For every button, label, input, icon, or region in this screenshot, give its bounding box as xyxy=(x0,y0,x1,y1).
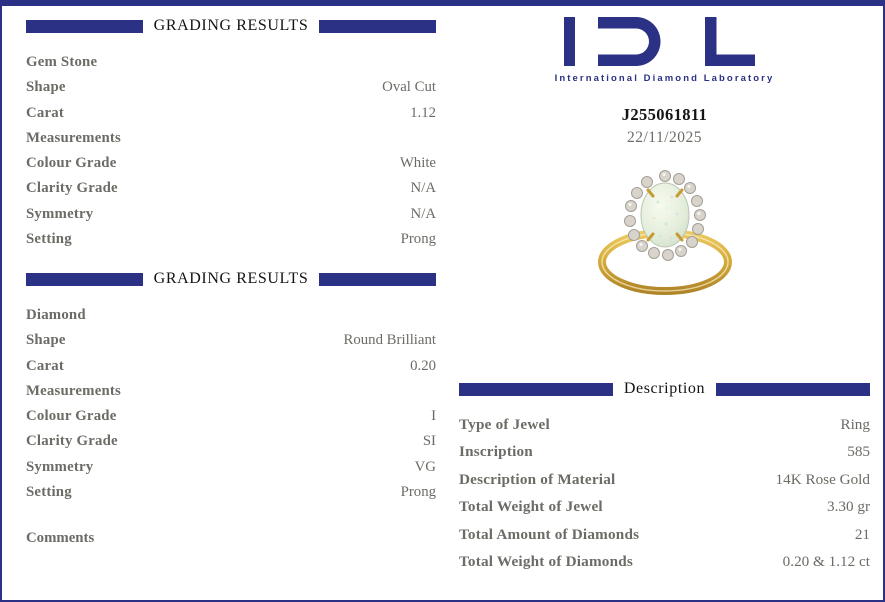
ring-image-icon xyxy=(597,170,732,295)
row-label: Symmetry xyxy=(26,458,94,475)
row-label: Gem Stone xyxy=(26,54,98,70)
comments-label: Comments xyxy=(26,530,95,546)
header-bar-left xyxy=(459,382,613,396)
row-label: Symmetry xyxy=(26,205,94,222)
row-label: Total Amount of Diamonds xyxy=(459,525,640,543)
row-label: Measurements xyxy=(26,382,121,399)
row-value: N/A xyxy=(410,180,436,197)
table-row: Carat 0.20 xyxy=(26,358,436,383)
certificate-date: 22/11/2025 xyxy=(626,129,703,146)
gemstone-grading-table: Gem Stone Shape Oval Cut Carat 1.12 Measur… xyxy=(26,54,436,256)
row-value: White xyxy=(399,155,436,172)
table-row: Setting Prong xyxy=(26,231,436,256)
table-row: Symmetry N/A xyxy=(26,206,436,231)
ring-photo xyxy=(459,152,870,307)
row-label: Shape xyxy=(26,332,66,349)
row-value: I xyxy=(431,408,436,425)
row-label: Shape xyxy=(26,79,66,96)
table-row: Carat 1.12 xyxy=(26,105,436,130)
header-bar-right xyxy=(319,19,436,33)
row-label: Colour Grade xyxy=(26,408,117,425)
diamond-section-header: GRADING RESULTS xyxy=(26,270,436,288)
row-value: Prong xyxy=(400,231,436,248)
description-section-title: Description xyxy=(623,380,706,397)
description-section-header: Description xyxy=(459,380,870,398)
table-row: Colour Grade White xyxy=(26,155,436,180)
row-value: Ring xyxy=(840,416,870,433)
row-label: Carat xyxy=(26,104,64,121)
table-row: Total Weight of Diamonds 0.20 & 1.12 ct xyxy=(459,553,870,580)
row-value: 0.20 & 1.12 ct xyxy=(782,552,870,570)
logo-tagline: International Diamond Laboratory xyxy=(554,73,775,84)
table-row: Clarity Grade N/A xyxy=(26,180,436,205)
table-row: Measurements xyxy=(26,383,436,408)
diamond-grading-table: Diamond Shape Round Brilliant Carat 0.20 M… xyxy=(26,307,436,509)
gemstone-section-title: GRADING RESULTS xyxy=(153,17,309,34)
table-row: Total Amount of Diamonds 21 xyxy=(459,526,870,553)
table-row: Total Weight of Jewel 3.30 gr xyxy=(459,498,870,525)
row-label: Measurements xyxy=(26,129,121,146)
header-bar-right xyxy=(716,382,870,396)
row-value: 585 xyxy=(847,443,870,461)
row-label: Description of Material xyxy=(459,470,616,488)
header-bar-left xyxy=(26,19,143,33)
row-label: Total Weight of Jewel xyxy=(459,498,603,516)
table-row: Colour Grade I xyxy=(26,408,436,433)
diamond-section-title: GRADING RESULTS xyxy=(153,270,309,287)
row-value: VG xyxy=(414,458,436,475)
description-table: Type of Jewel Ring Inscription 585 Descrip… xyxy=(459,416,870,580)
table-row: Diamond xyxy=(26,307,436,332)
row-label: Clarity Grade xyxy=(26,433,118,450)
row-label: Carat xyxy=(26,357,64,374)
row-label: Clarity Grade xyxy=(26,180,118,197)
table-row: Gem Stone xyxy=(26,54,436,79)
row-value: N/A xyxy=(410,205,436,222)
row-value: SI xyxy=(422,433,436,450)
row-value: 21 xyxy=(854,525,870,543)
idl-logo-icon xyxy=(563,17,755,66)
row-label: Setting xyxy=(26,231,72,248)
header-bar-left xyxy=(26,272,143,286)
row-value: 0.20 xyxy=(410,357,436,374)
table-row: Shape Oval Cut xyxy=(26,79,436,104)
gemstone-section-header: GRADING RESULTS xyxy=(26,17,436,35)
table-row: Inscription 585 xyxy=(459,443,870,470)
row-value: 1.12 xyxy=(410,104,436,121)
row-value: Round Brilliant xyxy=(343,332,436,349)
row-label: Colour Grade xyxy=(26,155,117,172)
row-label: Setting xyxy=(26,484,72,501)
row-value: 3.30 gr xyxy=(826,498,870,516)
row-label: Inscription xyxy=(459,443,533,461)
header-bar-right xyxy=(319,272,436,286)
row-label: Type of Jewel xyxy=(459,416,550,433)
certificate-number: J255061811 xyxy=(621,105,708,124)
row-value: 14K Rose Gold xyxy=(775,470,871,488)
table-row: Clarity Grade SI xyxy=(26,433,436,458)
row-label: Total Weight of Diamonds xyxy=(459,552,634,570)
idl-logo xyxy=(459,17,870,71)
row-label: Diamond xyxy=(26,307,86,323)
table-row: Type of Jewel Ring xyxy=(459,416,870,443)
table-row: Shape Round Brilliant xyxy=(26,332,436,357)
table-row: Setting Prong xyxy=(26,484,436,509)
table-row: Symmetry VG xyxy=(26,459,436,484)
table-row: Description of Material 14K Rose Gold xyxy=(459,471,870,498)
row-value: Oval Cut xyxy=(382,79,436,96)
row-value: Prong xyxy=(400,484,436,501)
table-row: Measurements xyxy=(26,130,436,155)
